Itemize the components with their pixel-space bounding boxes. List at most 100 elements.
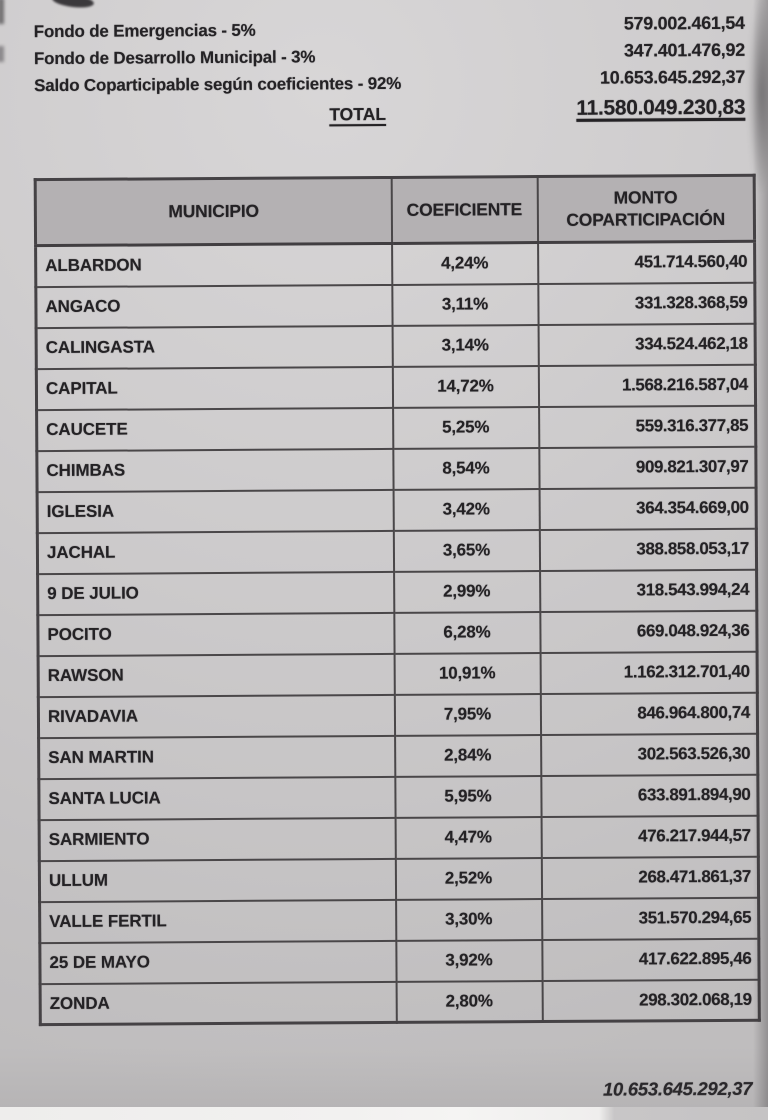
coefficient-cell: 2,99% — [393, 570, 540, 613]
table-row: POCITO 6,28% 669.048.924,36 — [37, 610, 758, 656]
coefficient-cell: 5,95% — [394, 775, 542, 818]
amount-cell: 1.162.312.701,40 — [540, 651, 758, 694]
coefficient-cell: 2,52% — [395, 857, 542, 900]
photo-bottom-shading — [0, 1047, 768, 1107]
table-row: ULLUM 2,52% 268.471.861,37 — [39, 856, 759, 902]
amount-cell: 909.821.307,97 — [538, 446, 757, 489]
table-row: IGLESIA 3,42% 364.354.669,00 — [37, 487, 757, 533]
table-row: ANGACO 3,11% 331.328.368,59 — [35, 282, 756, 328]
total-label: TOTAL — [329, 103, 387, 125]
summary-value: 347.401.476,92 — [623, 39, 745, 61]
table-row: CHIMBAS 8,54% 909.821.307,97 — [36, 446, 757, 492]
municipality-cell: VALLE FERTIL — [39, 899, 396, 943]
amount-cell: 298.302.068,19 — [542, 979, 760, 1022]
table-row: CALINGASTA 3,14% 334.524.462,18 — [36, 323, 756, 369]
column-header-coeficiente: COEFICIENTE — [391, 176, 538, 244]
amount-cell: 451.714.560,40 — [537, 241, 755, 284]
total-line: TOTAL 11.580.049.230,83 — [34, 96, 745, 134]
table-row: ZONDA 2,80% 298.302.068,19 — [40, 979, 760, 1025]
table-row: CAUCETE 5,25% 559.316.377,85 — [36, 405, 756, 451]
coefficient-cell: 7,95% — [394, 693, 541, 736]
table-body: ALBARDON 4,24% 451.714.560,40 ANGACO 3,11% 33… — [35, 241, 760, 1025]
table-row: SANTA LUCIA 5,95% 633.891.894,90 — [38, 774, 759, 820]
summary-value: 579.002.461,54 — [623, 12, 745, 34]
amount-cell: 1.568.216.587,04 — [538, 364, 756, 407]
photo-corner-shadow — [748, 0, 768, 194]
municipality-cell: SAN MARTIN — [38, 735, 395, 779]
coefficient-cell: 3,11% — [391, 283, 539, 326]
amount-cell: 417.622.895,46 — [541, 938, 760, 981]
table-row: SAN MARTIN 2,84% 302.563.526,30 — [38, 733, 758, 779]
municipality-cell: ANGACO — [35, 284, 393, 328]
municipality-cell: ZONDA — [40, 981, 397, 1025]
column-header-monto-coparticipacion: MONTO COPARTICIPACIÓN — [537, 175, 755, 243]
photo-left-edge-mark — [0, 0, 4, 24]
municipality-cell: CALINGASTA — [36, 325, 393, 369]
total-value: 11.580.049.230,83 — [576, 95, 746, 120]
municipality-cell: SANTA LUCIA — [38, 776, 396, 820]
amount-cell: 302.563.526,30 — [540, 733, 758, 776]
summary-label: Fondo de Emergencias - 5% — [33, 20, 256, 42]
table-row: SARMIENTO 4,47% 476.217.944,57 — [39, 815, 759, 861]
municipality-cell: ALBARDON — [35, 243, 392, 287]
amount-cell: 364.354.669,00 — [539, 487, 757, 530]
table-row: RAWSON 10,91% 1.162.312.701,40 — [38, 651, 758, 697]
table-row: ALBARDON 4,24% 451.714.560,40 — [35, 241, 755, 287]
municipality-cell: CHIMBAS — [36, 448, 394, 492]
municipality-cell: SARMIENTO — [39, 817, 396, 861]
coefficient-cell: 4,47% — [395, 816, 542, 859]
table-row: VALLE FERTIL 3,30% 351.570.294,65 — [39, 897, 759, 943]
municipality-cell: CAUCETE — [36, 407, 393, 451]
coefficient-cell: 8,54% — [392, 447, 540, 490]
coparticipation-table: MUNICIPIO COEFICIENTE MONTO COPARTICIPAC… — [33, 173, 761, 1027]
amount-cell: 846.964.800,74 — [540, 692, 758, 735]
amount-cell: 331.328.368,59 — [537, 282, 756, 325]
amount-cell: 318.543.994,24 — [539, 569, 757, 612]
amount-cell: 669.048.924,36 — [539, 610, 758, 653]
amount-cell: 633.891.894,90 — [540, 774, 759, 817]
coefficient-cell: 3,30% — [395, 898, 542, 941]
municipality-cell: RIVADAVIA — [38, 694, 395, 738]
coefficient-cell: 4,24% — [391, 242, 538, 285]
municipality-cell: JACHAL — [37, 530, 394, 574]
municipality-cell: 9 DE JULIO — [37, 571, 394, 615]
amount-cell: 476.217.944,57 — [541, 815, 759, 858]
table-header-row: MUNICIPIO COEFICIENTE MONTO COPARTICIPAC… — [35, 175, 755, 246]
photo-left-edge-mark-2 — [0, 46, 4, 62]
amount-cell: 268.471.861,37 — [541, 856, 759, 899]
table-row: CAPITAL 14,72% 1.568.216.587,04 — [36, 364, 756, 410]
summary-label: Saldo Coparticipable según coeficientes … — [34, 73, 402, 96]
summary-label: Fondo de Desarrollo Municipal - 3% — [33, 47, 316, 69]
coefficient-cell: 5,25% — [392, 406, 539, 449]
summary-section: Fondo de Emergencias - 5% 579.002.461,54 F… — [33, 13, 746, 134]
amount-cell: 388.858.053,17 — [539, 528, 757, 571]
summary-value: 10.653.645.292,37 — [599, 66, 746, 88]
table-row: 9 DE JULIO 2,99% 318.543.994,24 — [37, 569, 757, 615]
municipality-cell: CAPITAL — [36, 366, 393, 410]
municipality-cell: IGLESIA — [37, 489, 394, 533]
coefficient-cell: 2,84% — [394, 734, 541, 777]
table-row: RIVADAVIA 7,95% 846.964.800,74 — [38, 692, 758, 738]
table-row: 25 DE MAYO 3,92% 417.622.895,46 — [39, 938, 760, 984]
coefficient-cell: 6,28% — [393, 611, 541, 654]
amount-cell: 559.316.377,85 — [538, 405, 756, 448]
municipality-cell: POCITO — [37, 612, 395, 656]
coefficient-cell: 10,91% — [394, 652, 541, 695]
photo-bottom-edge — [0, 1107, 768, 1120]
coefficient-cell: 3,42% — [393, 488, 540, 531]
coefficient-cell: 3,65% — [393, 529, 540, 572]
table-row: JACHAL 3,65% 388.858.053,17 — [37, 528, 757, 574]
coefficient-cell: 2,80% — [396, 980, 543, 1023]
municipality-cell: ULLUM — [39, 858, 396, 902]
municipality-cell: 25 DE MAYO — [39, 940, 397, 984]
coefficient-cell: 3,14% — [392, 324, 539, 367]
amount-cell: 334.524.462,18 — [538, 323, 756, 366]
coefficient-cell: 3,92% — [395, 939, 543, 982]
municipality-cell: RAWSON — [38, 653, 395, 697]
photo-right-vignette — [753, 0, 768, 1107]
amount-cell: 351.570.294,65 — [541, 897, 759, 940]
coefficient-cell: 14,72% — [392, 365, 539, 408]
column-header-municipio: MUNICIPIO — [35, 177, 392, 246]
